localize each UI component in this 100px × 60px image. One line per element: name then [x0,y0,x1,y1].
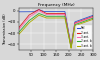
Title: Frequency (MHz): Frequency (MHz) [38,3,74,7]
Y-axis label: Transmission (dB): Transmission (dB) [3,13,7,45]
Legend: Ref., 2 ant., 3 ant., 2 ant. b, 3 ant. b: Ref., 2 ant., 3 ant., 2 ant. b, 3 ant. b [76,25,92,49]
